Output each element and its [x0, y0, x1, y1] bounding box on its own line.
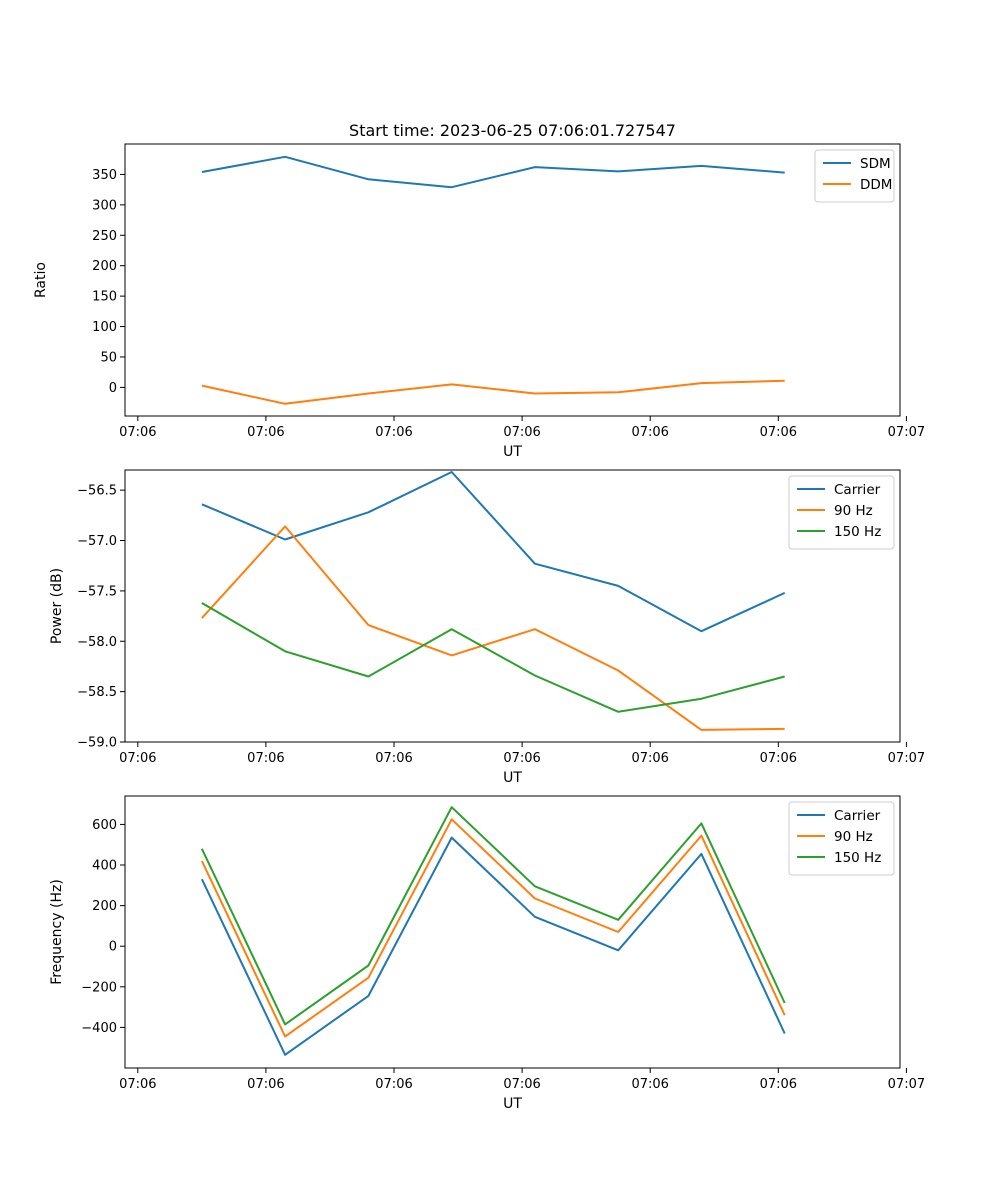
legend-entry-label: 150 Hz [834, 850, 881, 866]
y-tick-label: 400 [92, 859, 117, 874]
x-tick-label: 07:06 [503, 425, 540, 440]
y-axis-label: Power (dB) [49, 568, 65, 644]
y-tick-label: −400 [81, 1021, 117, 1036]
x-tick-label: 07:06 [503, 1077, 540, 1092]
x-tick-label: 07:06 [631, 1077, 668, 1092]
y-tick-label: −200 [81, 980, 117, 995]
x-tick-label: 07:06 [247, 425, 284, 440]
legend-entry-label: 90 Hz [834, 503, 873, 519]
x-tick-label: 07:06 [247, 751, 284, 766]
y-tick-label: 0 [109, 381, 117, 396]
plots: 07:06 07:06 07:06 07:06 07:06 07:06 07:07 0 50 10… [33, 143, 925, 1112]
y-tick-label: 350 [92, 168, 117, 183]
legend-entry-label: Carrier [834, 808, 881, 824]
series-line-150-hz [200, 806, 786, 1026]
x-tick-label: 07:06 [631, 751, 668, 766]
y-tick-label: −58.5 [77, 685, 117, 700]
series-line-ddm [201, 379, 785, 405]
x-tick-label: 07:06 [503, 751, 540, 766]
legend: SDM DDM [814, 149, 895, 203]
y-tick-label: −58.0 [77, 635, 117, 650]
x-axis-label: UT [503, 1096, 522, 1112]
x-tick-label: 07:06 [247, 1077, 284, 1092]
series-line-carrier [201, 471, 786, 633]
legend-entry-label: 150 Hz [834, 524, 881, 540]
series-line-90-hz [201, 525, 785, 731]
y-tick-label: −57.0 [77, 534, 117, 549]
series-line-sdm [201, 155, 785, 189]
y-tick-label: 200 [92, 259, 117, 274]
x-tick-label: 07:07 [888, 751, 925, 766]
legend-entry-label: Carrier [834, 482, 881, 498]
x-tick-label: 07:06 [119, 1077, 156, 1092]
series-line-150-hz [201, 602, 785, 713]
y-tick-label: 250 [92, 229, 117, 244]
y-tick-label: 100 [92, 320, 117, 335]
legend-entry-label: SDM [860, 156, 891, 172]
x-tick-label: 07:06 [760, 425, 797, 440]
legend: Carrier 90 Hz 150 Hz [788, 475, 895, 550]
y-axis-label: Ratio [33, 262, 49, 298]
plot-frame [124, 143, 901, 417]
y-axis-label: Frequency (Hz) [49, 879, 65, 985]
series-line-carrier [200, 836, 786, 1056]
plot-frame [124, 469, 901, 743]
y-tick-label: 50 [100, 350, 117, 365]
y-tick-label: 600 [92, 818, 117, 833]
y-tick-label: −56.5 [77, 484, 117, 499]
y-tick-label: −57.5 [77, 584, 117, 599]
y-tick-label: 150 [92, 290, 117, 305]
subplot-3: 07:06 07:06 07:06 07:06 07:06 07:06 07:07 −400 −… [49, 795, 925, 1112]
x-tick-label: 07:06 [119, 751, 156, 766]
x-tick-label: 07:07 [888, 1077, 925, 1092]
x-tick-label: 07:06 [631, 425, 668, 440]
subplot-1: 07:06 07:06 07:06 07:06 07:06 07:06 07:07 0 50 10… [33, 143, 925, 460]
x-tick-label: 07:06 [760, 1077, 797, 1092]
y-tick-label: −59.0 [77, 736, 117, 751]
y-tick-label: 300 [92, 198, 117, 213]
legend-entry-label: 90 Hz [834, 829, 873, 845]
x-tick-label: 07:06 [375, 1077, 412, 1092]
x-tick-label: 07:06 [375, 425, 412, 440]
x-tick-label: 07:06 [119, 425, 156, 440]
x-axis-label: UT [503, 444, 522, 460]
x-axis-label: UT [503, 770, 522, 786]
legend-entry-label: DDM [860, 177, 892, 193]
subplot-2: 07:06 07:06 07:06 07:06 07:06 07:06 07:07 −59.0… [49, 469, 925, 786]
series-line-90-hz [200, 818, 786, 1038]
x-tick-label: 07:07 [888, 425, 925, 440]
y-tick-label: 200 [92, 899, 117, 914]
legend: Carrier 90 Hz 150 Hz [788, 801, 895, 876]
y-tick-label: 0 [109, 940, 117, 955]
figure-title: Start time: 2023-06-25 07:06:01.727547 [349, 121, 676, 140]
plot-frame [124, 795, 901, 1069]
x-tick-label: 07:06 [375, 751, 412, 766]
x-tick-label: 07:06 [760, 751, 797, 766]
